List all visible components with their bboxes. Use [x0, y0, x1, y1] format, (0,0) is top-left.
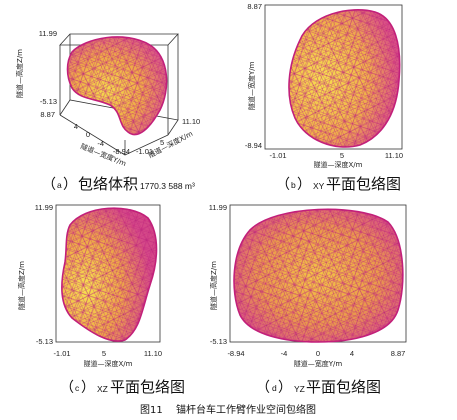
- panel-b-tick-x-right: 11.10: [385, 151, 403, 160]
- panel-a-x-axis-label: 隧道—深度X/m: [147, 129, 195, 160]
- panel-a-tick-y-bottom: -8.94: [113, 147, 130, 156]
- panel-c-frame: [55, 204, 161, 343]
- panel-a-caption-text: 包络体积: [78, 175, 138, 193]
- panel-d-yz-envelope: 11.99 -5.13 -8.94 -4 0 4 8.87 隧道—高度Z/m 隧…: [209, 203, 407, 396]
- panel-a-tick-x-left: -1.01: [136, 147, 153, 156]
- panel-c-y-axis-label: 隧道—高度Z/m: [17, 261, 26, 310]
- panel-d-caption-prefix: YZ: [294, 384, 305, 394]
- panel-c-caption: （ c ） XZ 平面包络图: [60, 378, 185, 396]
- panel-d-y-axis-label: 隧道—高度Z/m: [209, 261, 218, 310]
- panel-d-caption-text: 平面包络图: [306, 378, 381, 396]
- panel-a-tick-z-bottom: -5.13: [40, 97, 57, 106]
- panel-d-caption-paren-close: ）: [278, 380, 292, 396]
- panel-a-caption-paren-close: ）: [63, 177, 77, 193]
- panel-d-envelope-shape: [233, 208, 404, 343]
- panel-c-tick-y-top: 11.99: [35, 203, 53, 212]
- figure-title: 图11 锚杆台车工作臂作业空间包络图: [140, 403, 316, 416]
- panel-a-caption-value: 1770.3 588 m³: [140, 181, 195, 191]
- panel-c-xz-envelope: 11.99 -5.13 -1.01 5 11.10 隧道—高度Z/m 隧道—深度…: [17, 203, 185, 396]
- panel-a-tick-y-m4: -4: [97, 139, 104, 148]
- panel-b-envelope-shape: [288, 9, 401, 148]
- panel-c-tick-x-mid: 5: [102, 349, 106, 358]
- panel-c-tick-x-right: 11.10: [144, 349, 162, 358]
- panel-b-caption-paren-close: ）: [297, 177, 311, 193]
- panel-c-envelope-shape: [61, 207, 158, 342]
- panel-b-caption-letter: b: [291, 180, 296, 190]
- panel-c-x-axis-label: 隧道—深度X/m: [84, 359, 133, 368]
- panel-a-envelope-shape: [66, 36, 168, 136]
- panel-a-caption-letter: a: [57, 180, 62, 190]
- panel-d-x-axis-label: 隧道—宽度Y/m: [294, 359, 343, 368]
- panel-b-caption-prefix: XY: [313, 181, 325, 191]
- panel-c-caption-paren-close: ）: [81, 380, 95, 396]
- panel-d-tick-y-top: 11.99: [209, 203, 227, 212]
- panel-b-frame: [264, 4, 403, 150]
- panel-b-caption-paren-open: （: [276, 177, 290, 193]
- panel-a-tick-x-right: 11.10: [182, 117, 200, 126]
- panel-b-tick-y-top: 8.87: [247, 2, 262, 11]
- panel-a-z-axis-label: 隧道—高度Z/m: [15, 49, 24, 98]
- panel-a-tick-x-mid: 5: [160, 138, 164, 147]
- panel-d-tick-y-bottom: -5.13: [210, 337, 227, 346]
- panel-c-caption-letter: c: [75, 383, 80, 393]
- panel-c-caption-text: 平面包络图: [110, 378, 185, 396]
- panel-b-tick-y-bottom: -8.94: [245, 141, 262, 150]
- panel-c-caption-prefix: XZ: [97, 384, 108, 394]
- panel-d-caption: （ d ） YZ 平面包络图: [256, 378, 381, 396]
- panel-c-tick-y-bottom: -5.13: [36, 337, 53, 346]
- panel-d-tick-x-4: 4: [350, 349, 354, 358]
- panel-d-tick-x-left: -8.94: [227, 349, 244, 358]
- panel-b-tick-x-mid: 5: [340, 151, 344, 160]
- panel-a-tick-y-0: 0: [86, 130, 90, 139]
- panel-b-tick-x-left: -1.01: [269, 151, 286, 160]
- panel-c-tick-x-left: -1.01: [53, 349, 70, 358]
- panel-d-tick-x-0: 0: [316, 349, 320, 358]
- panel-a-3d-envelope: 11.99 -5.13 8.87 4 0 -4 -8.94 -1.01 5 11…: [15, 29, 200, 193]
- panel-b-x-axis-label: 隧道—深度X/m: [314, 160, 363, 169]
- panel-d-tick-x-m4: -4: [281, 349, 288, 358]
- panel-b-caption-text: 平面包络图: [326, 175, 401, 193]
- panel-d-tick-x-right: 8.87: [391, 349, 406, 358]
- panel-d-caption-letter: d: [272, 383, 277, 393]
- panel-a-tick-y-top: 8.87: [40, 110, 55, 119]
- panel-a-tick-y-4: 4: [74, 122, 78, 131]
- panel-b-caption: （ b ） XY 平面包络图: [276, 175, 401, 193]
- panel-a-caption-paren-open: （: [42, 177, 56, 193]
- panel-b-xy-envelope: 8.87 -8.94 -1.01 5 11.10 隧道—宽度Y/m 隧道—深度X…: [245, 2, 403, 193]
- panel-d-caption-paren-open: （: [256, 380, 270, 396]
- panel-a-caption: （ a ） 包络体积 1770.3 588 m³: [42, 175, 195, 193]
- panel-c-caption-paren-open: （: [60, 380, 74, 396]
- panel-a-tick-z-top: 11.99: [39, 29, 57, 38]
- panel-b-y-axis-label: 隧道—宽度Y/m: [247, 61, 256, 110]
